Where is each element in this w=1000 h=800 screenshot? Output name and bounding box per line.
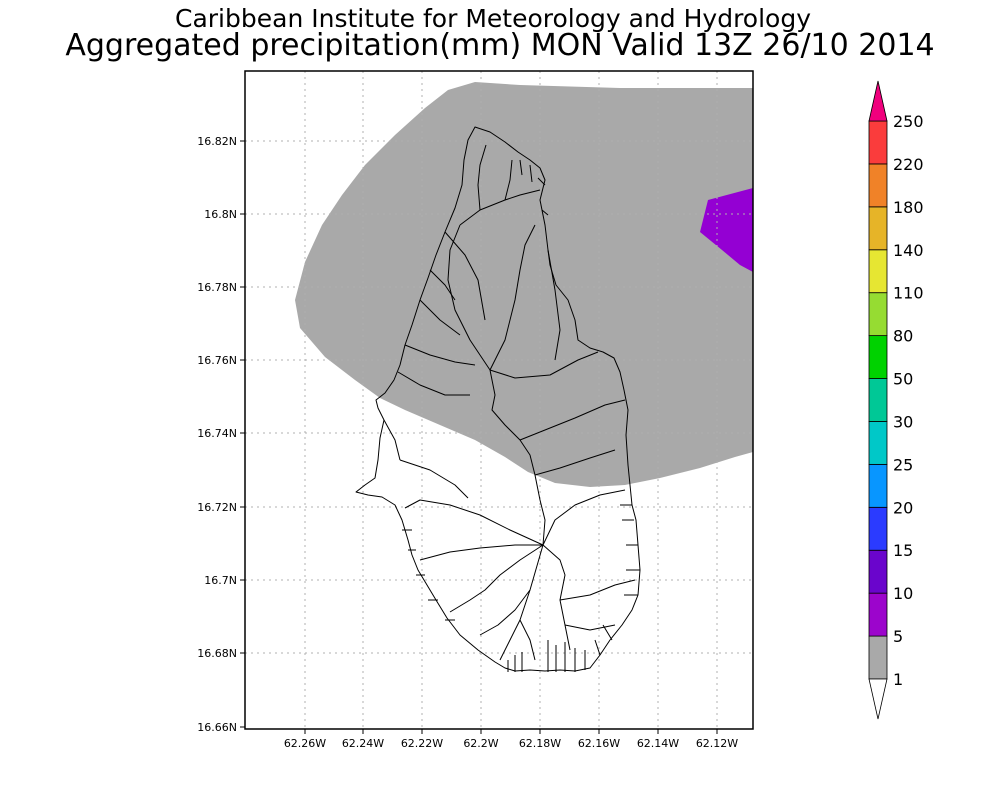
watershed-line xyxy=(534,449,616,476)
lon-tick-label: 62.2W xyxy=(463,737,498,750)
watershed-line xyxy=(489,369,546,546)
colorbar-segment xyxy=(868,378,888,422)
watershed-line xyxy=(429,269,456,301)
lat-tick-label: 16.78N xyxy=(197,281,237,294)
colorbar-segment xyxy=(868,206,888,251)
watershed-line xyxy=(399,459,469,499)
watershed-line xyxy=(397,371,470,396)
watershed-line xyxy=(542,489,626,546)
lon-tick-label: 62.24W xyxy=(342,737,384,750)
precip-area-5-10mm xyxy=(700,188,753,272)
title-line-2: Aggregated precipitation(mm) MON Valid 1… xyxy=(65,28,935,63)
colorbar-label: 20 xyxy=(893,498,913,517)
lat-tick-label: 16.7N xyxy=(204,574,237,587)
colorbar-over-arrow xyxy=(868,80,888,122)
watershed-line xyxy=(519,619,536,661)
longitude-axis: 62.26W 62.24W 62.22W 62.2W 62.18W 62.16W 62.14… xyxy=(284,729,738,750)
watershed-line xyxy=(489,351,599,379)
watershed-line xyxy=(542,544,571,651)
colorbar-segment xyxy=(868,506,888,551)
watershed-line xyxy=(419,299,461,336)
colorbar-label: 5 xyxy=(893,627,903,646)
lon-tick-label: 62.14W xyxy=(637,737,679,750)
lon-tick-label: 62.16W xyxy=(578,737,620,750)
colorbar-segment xyxy=(868,120,888,165)
colorbar-under-arrow xyxy=(868,678,888,720)
precip-area-1-5mm xyxy=(295,82,753,487)
colorbar-label: 180 xyxy=(893,198,924,217)
colorbar-segment xyxy=(868,549,888,594)
colorbar-label: 15 xyxy=(893,541,913,560)
colorbar-segment xyxy=(868,421,888,465)
watershed-line xyxy=(559,579,636,601)
watershed-line xyxy=(404,344,476,366)
colorbar-segment xyxy=(868,635,888,680)
watershed-line xyxy=(477,144,487,211)
colorbar-label: 50 xyxy=(893,370,913,389)
colorbar-segment xyxy=(868,592,888,637)
plot-frame xyxy=(244,70,754,730)
colorbar-label: 250 xyxy=(893,112,924,131)
lat-tick-label: 16.8N xyxy=(204,208,237,221)
lon-tick-label: 62.26W xyxy=(284,737,326,750)
colorbar-segment xyxy=(868,335,888,379)
colorbar-label: 80 xyxy=(893,327,913,346)
colorbar-segment xyxy=(868,463,888,508)
lon-tick-label: 62.22W xyxy=(401,737,443,750)
colorbar-segment xyxy=(868,292,888,337)
colorbar-label: 30 xyxy=(893,412,913,431)
lat-tick-label: 16.68N xyxy=(197,647,237,660)
watershed-line xyxy=(419,544,543,561)
lon-tick-label: 62.18W xyxy=(519,737,561,750)
lat-tick-label: 16.76N xyxy=(197,354,237,367)
watershed-line xyxy=(547,249,561,361)
colorbar-label: 10 xyxy=(893,584,913,603)
lat-tick-label: 16.82N xyxy=(197,135,237,148)
colorbar-label: 25 xyxy=(893,455,913,474)
title-line-1: Caribbean Institute for Meteorology and … xyxy=(175,4,811,33)
colorbar-segment xyxy=(868,249,888,294)
coast-notches xyxy=(402,529,455,621)
watershed-line xyxy=(479,589,531,636)
colorbar-segment xyxy=(868,163,888,208)
watershed-line xyxy=(519,399,626,441)
watershed-line xyxy=(449,544,544,613)
coast-notches xyxy=(620,504,640,596)
island-watersheds xyxy=(355,126,641,672)
colorbar-label: 1 xyxy=(893,670,903,689)
latitude-axis: 16.82N 16.8N 16.78N 16.76N 16.74N 16.72N 16.7N… xyxy=(197,135,245,734)
lon-tick-label: 62.12W xyxy=(696,737,738,750)
watershed-line xyxy=(504,159,513,201)
watershed-line xyxy=(383,419,401,461)
watershed-line xyxy=(489,224,536,371)
coast-notches xyxy=(507,624,613,672)
colorbar-label: 110 xyxy=(893,284,924,303)
lat-tick-label: 16.66N xyxy=(197,721,237,734)
lat-tick-label: 16.72N xyxy=(197,501,237,514)
watershed-line xyxy=(404,499,544,546)
colorbar-label: 140 xyxy=(893,241,924,260)
colorbar-label: 220 xyxy=(893,155,924,174)
lat-tick-label: 16.74N xyxy=(197,427,237,440)
watershed-line xyxy=(444,231,486,321)
coast-notches xyxy=(519,159,549,216)
island-coastline xyxy=(355,126,641,672)
watershed-line xyxy=(564,624,616,631)
